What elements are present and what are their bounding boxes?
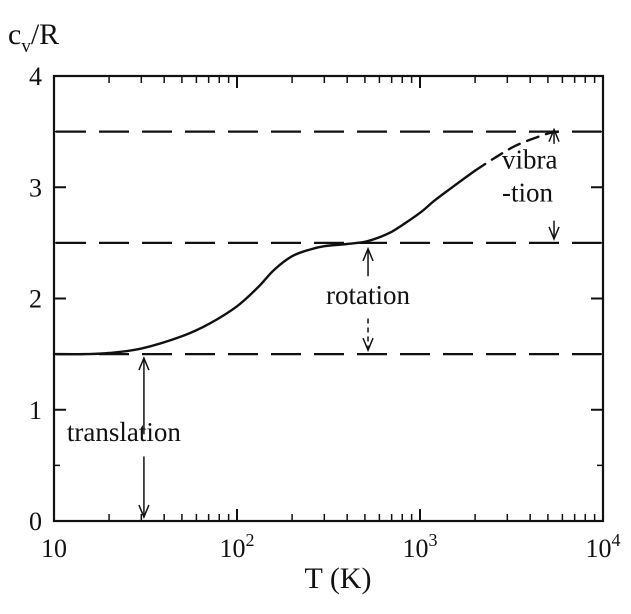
rotation-label: rotation <box>326 280 410 310</box>
annotations-layer: translation rotation vibra -tion <box>67 127 560 519</box>
y-axis-title-main: c <box>8 18 21 51</box>
y-tick-label: 0 <box>29 507 42 536</box>
x-tick-label: 103 <box>403 530 438 563</box>
y-tick-label: 3 <box>29 173 42 202</box>
y-tick-label: 4 <box>29 62 42 91</box>
vibration-arrowhead-up <box>548 127 560 142</box>
x-tick-label: 10 <box>41 534 67 563</box>
vibration-arrowhead-down <box>548 226 560 241</box>
y-axis-title-rest: /R <box>31 18 59 51</box>
vibration-label-line-2: -tion <box>502 178 553 208</box>
x-axis-title: T (K) <box>305 562 372 595</box>
rotation-arrowhead-up <box>362 246 374 262</box>
vibration-label-line-1: vibra <box>502 144 557 174</box>
y-axis-title: cv/R <box>8 18 59 57</box>
ticks-layer: 0 1 2 3 4 10 102 103 104 <box>29 62 621 563</box>
x-tick-label: 102 <box>220 530 255 563</box>
y-tick-label: 1 <box>29 396 42 425</box>
rotation-arrowhead-down <box>362 337 374 353</box>
translation-label: translation <box>67 417 181 447</box>
series-line <box>52 169 477 356</box>
translation-arrowhead-down <box>138 504 150 519</box>
x-tick-label: 104 <box>586 530 621 563</box>
translation-arrowhead-up <box>138 356 150 371</box>
svg-text:cv/R: cv/R <box>8 18 59 57</box>
reference-lines <box>56 130 601 356</box>
y-axis-title-subscript: v <box>21 36 31 57</box>
y-tick-label: 2 <box>29 285 42 314</box>
